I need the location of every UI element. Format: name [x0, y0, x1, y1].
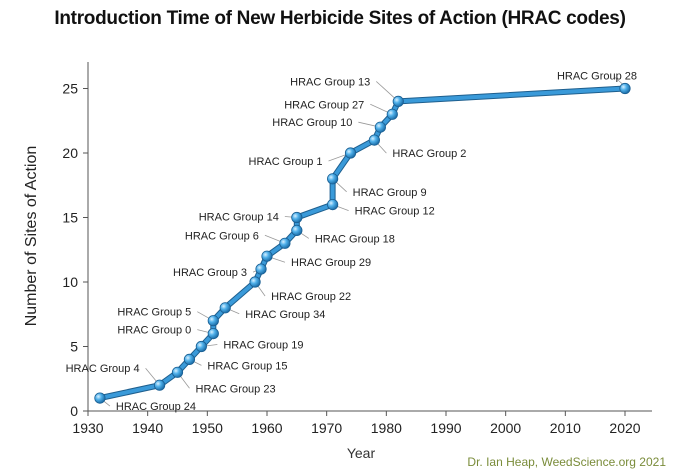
x-tick-label: 1970 — [311, 420, 342, 436]
point-label: HRAC Group 18 — [315, 233, 395, 245]
y-tick-label: 15 — [62, 210, 78, 226]
x-tick-label: 1980 — [371, 420, 402, 436]
data-point — [219, 302, 231, 314]
data-point — [249, 276, 261, 288]
data-point — [207, 327, 219, 340]
data-point — [255, 263, 267, 275]
point-label: HRAC Group 14 — [199, 212, 279, 224]
point-label: HRAC Group 15 — [207, 360, 287, 372]
data-point — [291, 211, 303, 224]
point-label: HRAC Group 2 — [392, 148, 466, 160]
data-point — [195, 340, 207, 353]
point-label: HRAC Group 34 — [245, 309, 325, 321]
credit-text: Dr. Ian Heap, WeedScience.org 2021 — [467, 455, 666, 469]
x-tick-label: 1990 — [430, 420, 461, 436]
point-label: HRAC Group 4 — [66, 363, 140, 375]
x-tick-label: 2000 — [490, 420, 521, 436]
data-point — [386, 108, 398, 120]
point-label: HRAC Group 19 — [223, 340, 303, 352]
x-tick-label: 1930 — [72, 420, 103, 436]
y-tick-label: 20 — [62, 145, 78, 161]
data-point — [327, 173, 339, 185]
chart-title: Introduction Time of New Herbicide Sites… — [54, 8, 626, 29]
x-ticks: 1930 1940 1950 1960 1970 1980 1990 2000 2010 2020 — [72, 411, 641, 436]
point-label: HRAC Group 10 — [272, 117, 352, 129]
data-point — [154, 379, 166, 391]
point-label: HRAC Group 3 — [173, 267, 247, 279]
point-label: HRAC Group 5 — [117, 307, 191, 319]
data-point — [207, 315, 219, 327]
x-axis-label: Year — [347, 445, 376, 461]
x-tick-label: 1950 — [192, 420, 223, 436]
point-label: HRAC Group 1 — [249, 156, 323, 168]
point-label: HRAC Group 22 — [271, 291, 351, 303]
leader-line — [614, 77, 624, 85]
y-tick-label: 5 — [70, 339, 78, 355]
y-tick-label: 0 — [70, 403, 78, 419]
data-point — [619, 82, 631, 95]
x-tick-label: 1960 — [251, 420, 282, 436]
data-point — [327, 199, 339, 211]
data-point — [171, 366, 184, 378]
point-labels: HRAC Group 24 HRAC Group 4 HRAC Group 23 HR… — [66, 71, 637, 414]
data-point — [374, 121, 386, 133]
point-label: HRAC Group 12 — [355, 206, 435, 218]
point-label: HRAC Group 13 — [290, 76, 370, 88]
point-label: HRAC Group 0 — [117, 325, 191, 337]
point-label: HRAC Group 27 — [284, 99, 364, 111]
point-label: HRAC Group 23 — [196, 383, 276, 395]
data-point — [279, 237, 291, 249]
point-label: HRAC Group 6 — [185, 230, 259, 242]
y-ticks: 0 5 10 15 20 25 — [62, 81, 88, 419]
point-label: HRAC Group 24 — [116, 401, 196, 413]
point-label: HRAC Group 28 — [557, 71, 637, 83]
y-axis-label: Number of Sites of Action — [23, 146, 40, 327]
y-tick-label: 10 — [62, 274, 78, 290]
x-tick-label: 1940 — [132, 420, 163, 436]
y-tick-label: 25 — [62, 81, 78, 97]
x-tick-label: 2020 — [609, 420, 640, 436]
x-tick-label: 2010 — [550, 420, 581, 436]
data-point — [368, 134, 380, 146]
point-label: HRAC Group 9 — [353, 187, 427, 199]
data-point — [261, 250, 273, 262]
data-point — [344, 147, 357, 159]
series-line — [97, 86, 627, 401]
data-point — [94, 392, 106, 404]
data-point — [291, 224, 303, 236]
data-point — [183, 353, 196, 365]
data-series — [94, 82, 631, 404]
data-point — [392, 95, 404, 108]
point-label: HRAC Group 29 — [291, 257, 371, 269]
